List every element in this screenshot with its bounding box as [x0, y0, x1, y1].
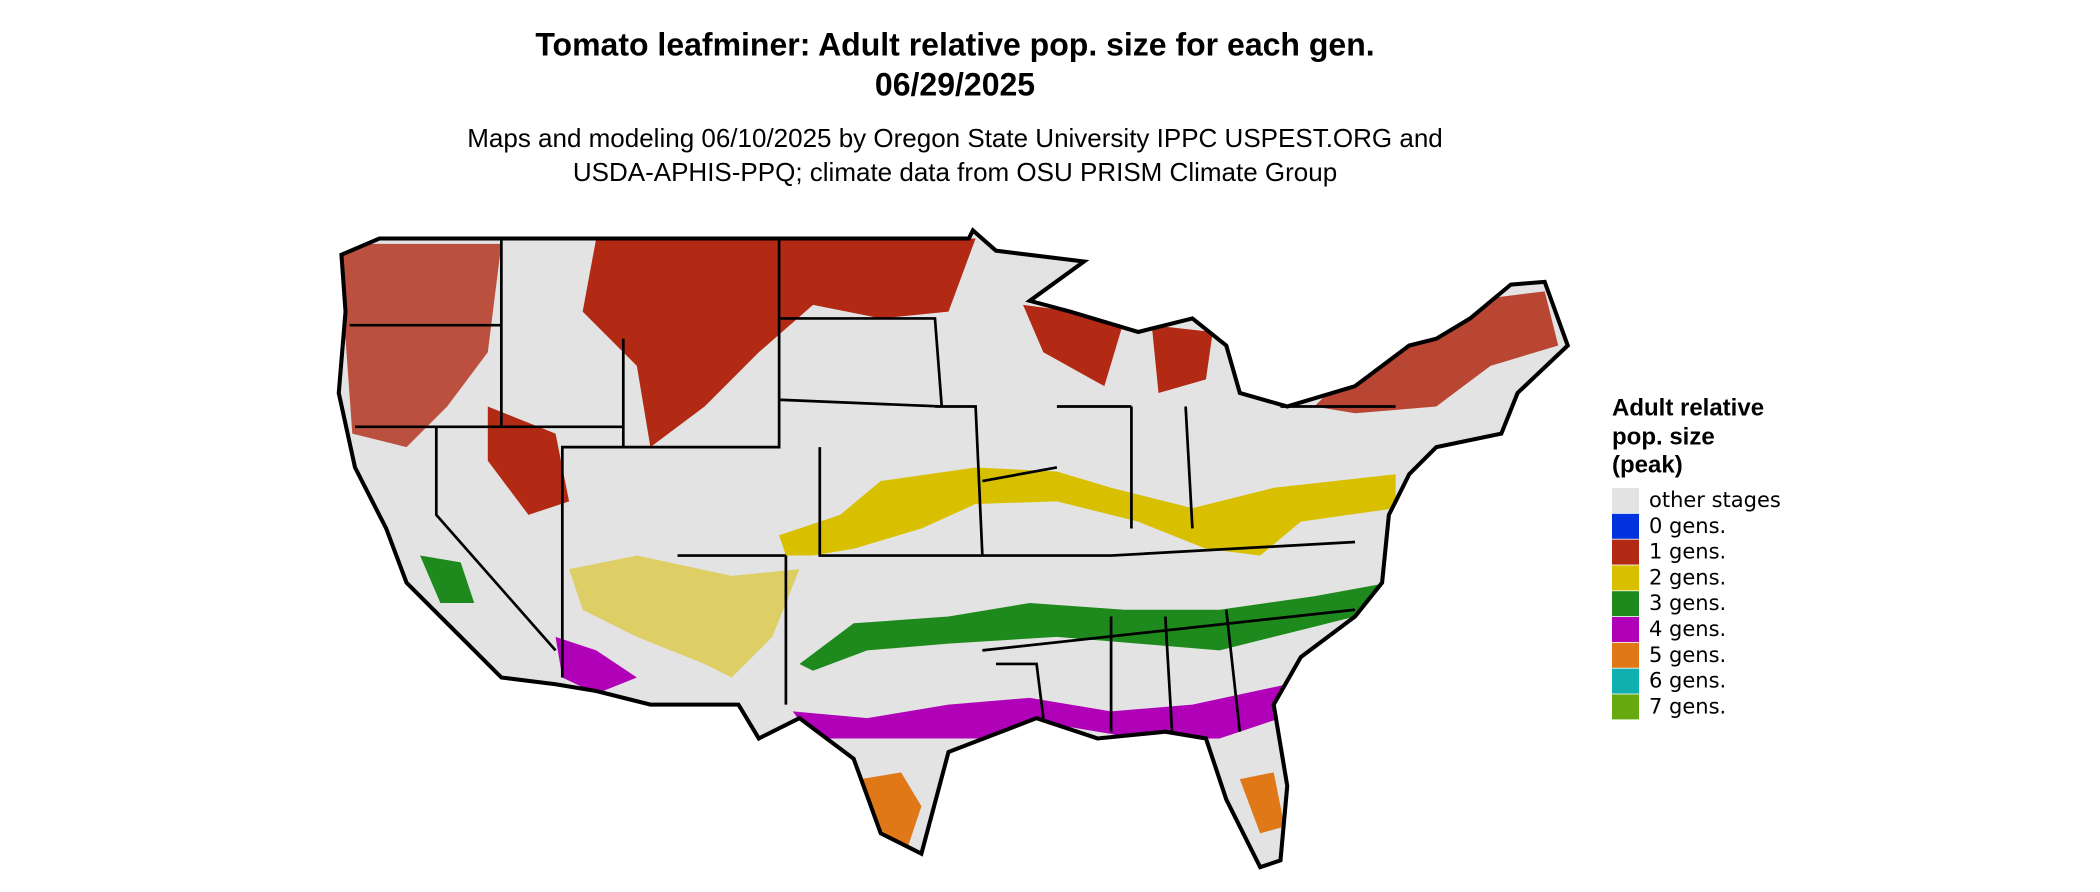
region-4-gen	[792, 684, 1301, 739]
legend-swatch	[1612, 668, 1639, 694]
legend-label: other stages	[1649, 488, 1781, 512]
region-2-gen	[779, 467, 1396, 556]
legend-swatch	[1612, 591, 1639, 617]
legend-swatch	[1612, 488, 1639, 513]
region-1-gen	[338, 238, 1559, 515]
legend-swatch	[1612, 513, 1639, 539]
region-5-gen	[860, 772, 922, 847]
legend-title: Adult relative	[1612, 394, 1764, 421]
legend-label: 7 gens.	[1649, 694, 1726, 718]
region-3-gen	[420, 555, 475, 603]
legend-label: 1 gens.	[1649, 540, 1726, 564]
region-2-gen	[569, 555, 800, 678]
legend-label: 2 gens.	[1649, 565, 1726, 589]
legend-label: 4 gens.	[1649, 617, 1726, 641]
legend-swatch	[1612, 617, 1639, 642]
legend: Adult relative pop. size (peak) other st…	[1612, 394, 1781, 720]
title-line: Tomato leafminer: Adult relative pop. si…	[535, 26, 1374, 62]
legend-label: 0 gens.	[1649, 514, 1726, 538]
region-3-gen	[799, 582, 1389, 671]
legend-swatch	[1612, 565, 1639, 591]
legend-label: 3 gens.	[1649, 591, 1726, 615]
legend-swatch	[1612, 539, 1639, 565]
legend-swatch	[1612, 642, 1639, 668]
map	[325, 217, 1585, 881]
subtitle-line: Maps and modeling 06/10/2025 by Oregon S…	[467, 123, 1443, 153]
legend-title: pop. size	[1612, 423, 1715, 450]
legend-title: (peak)	[1612, 451, 1683, 478]
legend-label: 6 gens.	[1649, 669, 1726, 693]
region-5-gen	[1239, 772, 1285, 834]
region-4-gen	[555, 636, 637, 694]
legend-label: 5 gens.	[1649, 643, 1726, 667]
subtitle-line: USDA-APHIS-PPQ; climate data from OSU PR…	[573, 157, 1337, 187]
state-borders	[349, 238, 1396, 732]
land	[338, 230, 1568, 868]
legend-swatch	[1612, 694, 1639, 720]
title-line: 06/29/2025	[875, 66, 1035, 102]
